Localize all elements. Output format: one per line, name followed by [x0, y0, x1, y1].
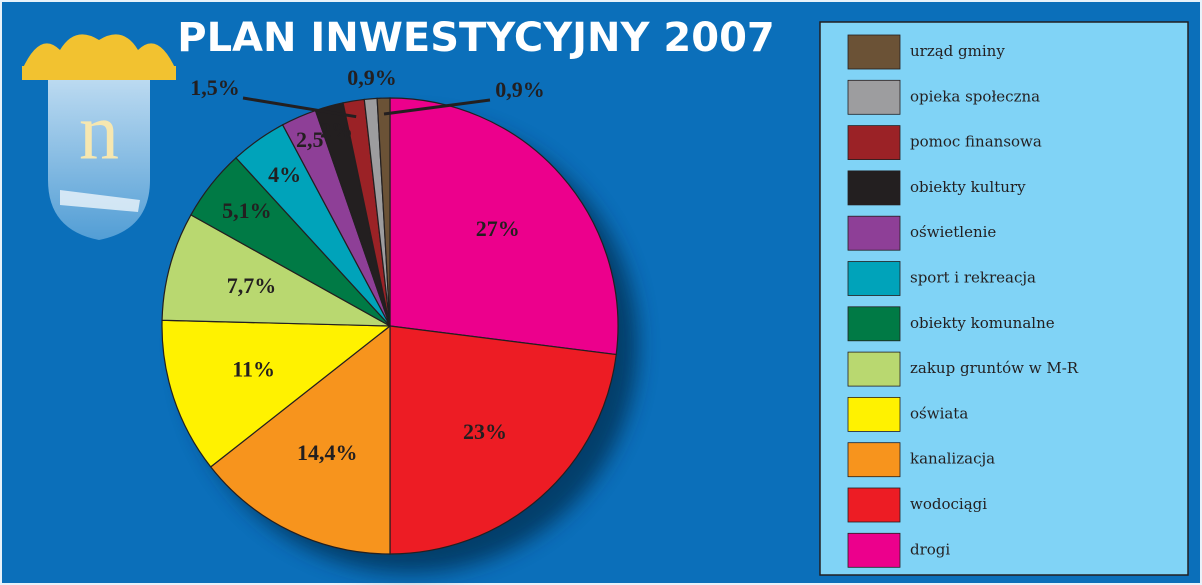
data-label: 0,9%	[347, 65, 397, 90]
legend-label: sport i rekreacja	[910, 269, 1036, 287]
data-label: 0,9%	[495, 77, 545, 102]
pie-slice	[209, 324, 391, 555]
legend-swatch	[847, 215, 901, 251]
legend-label: obiekty komunalne	[910, 314, 1055, 332]
legend-swatch	[847, 487, 901, 523]
data-label: 23%	[463, 419, 507, 444]
chart-title: PLAN INWESTYCYJNY 2007	[177, 15, 775, 61]
legend-label: oświetlenie	[910, 223, 996, 241]
leader-line	[242, 96, 357, 119]
data-label: 7,7%	[227, 273, 277, 298]
pie-slice	[389, 325, 617, 555]
legend-swatch	[847, 351, 901, 387]
legend-swatch	[847, 396, 901, 432]
legend-swatch	[847, 442, 901, 478]
legend-label: drogi	[910, 540, 950, 558]
legend-label: obiekty kultury	[910, 178, 1026, 196]
data-label: 14,4%	[297, 440, 358, 465]
pie-slice	[161, 319, 392, 468]
legend-swatch	[847, 261, 901, 296]
legend-swatch	[847, 125, 901, 160]
legend-label: oświata	[910, 404, 968, 422]
data-label: 2%	[320, 118, 353, 143]
legend-swatch	[847, 79, 901, 115]
data-label: 27%	[476, 216, 520, 241]
data-label: 11%	[232, 356, 275, 381]
legend-swatch	[847, 170, 901, 206]
data-label: 2,5	[296, 127, 324, 152]
data-label: 5,1%	[222, 198, 272, 223]
pie-slice	[376, 97, 391, 327]
legend-label: opieka społeczna	[910, 87, 1040, 105]
data-label: 1,5%	[190, 75, 240, 100]
legend-label: urząd gminy	[910, 42, 1005, 60]
data-label: 4%	[268, 162, 301, 187]
legend-swatch	[847, 532, 901, 568]
legend-swatch	[847, 306, 901, 342]
svg-text:n: n	[79, 88, 119, 176]
logo: n	[22, 34, 176, 240]
legend-label: kanalizacja	[910, 450, 995, 468]
legend-label: pomoc finansowa	[910, 133, 1042, 151]
legend-label: zakup gruntów w M-R	[910, 359, 1079, 377]
legend-label: wodociągi	[910, 495, 987, 513]
leader-line	[383, 98, 491, 116]
legend-swatch	[847, 34, 901, 70]
pie-slice	[161, 214, 391, 327]
pie-slice	[389, 97, 619, 356]
